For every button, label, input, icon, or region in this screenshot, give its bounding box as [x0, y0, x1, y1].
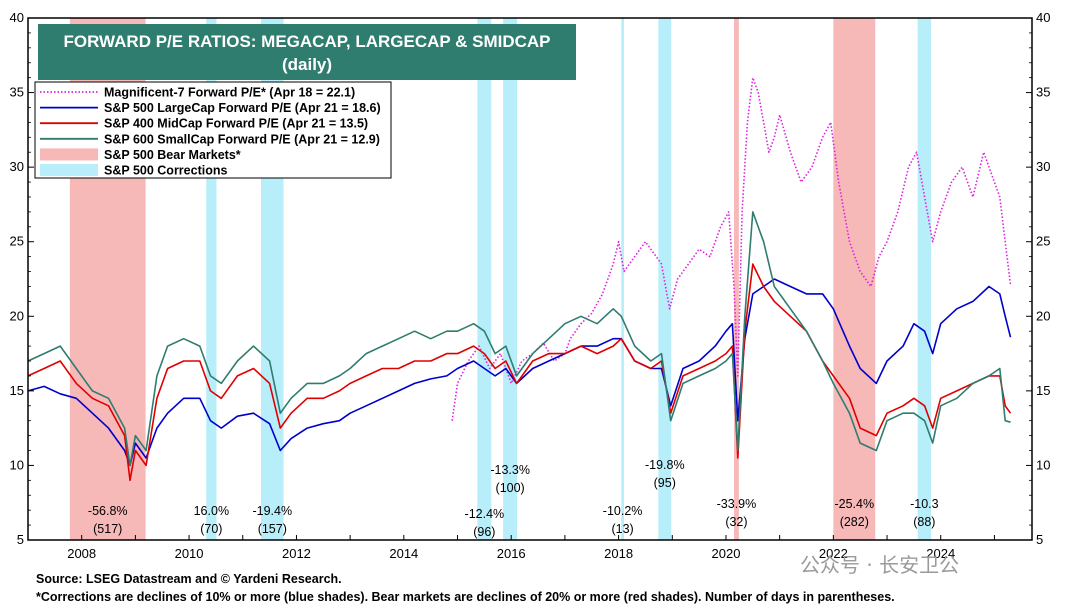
- x-tick-label: 2014: [389, 546, 418, 561]
- x-tick-label: 2022: [819, 546, 848, 561]
- y-tick-label-left: 20: [10, 308, 24, 323]
- correction-shade: [503, 18, 518, 540]
- bear-days-label: (517): [93, 522, 122, 536]
- legend-label: S&P 400 MidCap Forward P/E (Apr 21 = 13.…: [104, 117, 368, 131]
- x-tick-label: 2024: [926, 546, 955, 561]
- x-tick-label: 2016: [497, 546, 526, 561]
- legend-label: Magnificent-7 Forward P/E* (Apr 18 = 22.…: [104, 86, 355, 100]
- correction-days-label: (13): [611, 522, 633, 536]
- series-lines: [27, 76, 1012, 482]
- period-annotations: -56.8% (517) -33.9% (32) -25.4% (282) 16.0% (70…: [88, 458, 939, 539]
- series-line: [27, 278, 1012, 467]
- y-tick-label-right: 40: [1036, 10, 1050, 25]
- chart-subtitle: (daily): [282, 55, 332, 74]
- correction-days-label: (100): [496, 481, 525, 495]
- correction-shade: [658, 18, 672, 540]
- correction-pct-label: -19.4%: [252, 504, 292, 518]
- legend-label: S&P 600 SmallCap Forward P/E (Apr 21 = 1…: [104, 132, 380, 146]
- correction-shade: [206, 18, 217, 540]
- series-line: [27, 211, 1011, 467]
- correction-pct-label: 16.0%: [194, 504, 229, 518]
- correction-shade: [917, 18, 932, 540]
- correction-shade: [621, 18, 624, 540]
- correction-days-label: (88): [913, 515, 935, 529]
- y-tick-label-right: 30: [1036, 159, 1050, 174]
- bear-pct-label: -33.9%: [717, 497, 757, 511]
- y-tick-label-left: 30: [10, 159, 24, 174]
- y-tick-label-left: 15: [10, 383, 24, 398]
- correction-pct-label: -10.3: [910, 497, 939, 511]
- y-tick-label-left: 35: [10, 85, 24, 100]
- correction-days-label: (95): [654, 476, 676, 490]
- correction-days-label: (157): [258, 522, 287, 536]
- correction-days-label: (70): [200, 522, 222, 536]
- x-tick-label: 2018: [604, 546, 633, 561]
- x-tick-label: 2010: [175, 546, 204, 561]
- legend-label: S&P 500 Bear Markets*: [104, 148, 241, 162]
- source-note: Source: LSEG Datastream and © Yardeni Re…: [36, 572, 342, 586]
- legend-swatch: [40, 164, 98, 176]
- legend-box: [34, 81, 392, 179]
- y-tick-label-right: 20: [1036, 308, 1050, 323]
- x-tick-label: 2008: [67, 546, 96, 561]
- footnote: *Corrections are declines of 10% or more…: [36, 590, 895, 604]
- y-tick-label-right: 35: [1036, 85, 1050, 100]
- legend-label: S&P 500 LargeCap Forward P/E (Apr 21 = 1…: [104, 101, 381, 115]
- x-tick-label: 2020: [712, 546, 741, 561]
- correction-pct-label: -12.4%: [465, 507, 505, 521]
- x-tick-label: 2012: [282, 546, 311, 561]
- y-tick-label-right: 10: [1036, 457, 1050, 472]
- bear-pct-label: -25.4%: [834, 497, 874, 511]
- correction-pct-label: -10.2%: [603, 504, 643, 518]
- correction-days-label: (96): [473, 525, 495, 539]
- y-tick-label-left: 5: [17, 532, 24, 547]
- legend-label: S&P 500 Corrections: [104, 164, 227, 178]
- y-tick-label-right: 5: [1036, 532, 1043, 547]
- y-tick-label-left: 40: [10, 10, 24, 25]
- bear-market-shade: [833, 18, 876, 540]
- title-box: [38, 24, 576, 80]
- bear-days-label: (32): [725, 515, 747, 529]
- y-tick-label-left: 10: [10, 457, 24, 472]
- y-tick-label-left: 25: [10, 234, 24, 249]
- bear-days-label: (282): [840, 515, 869, 529]
- legend-swatch: [40, 148, 98, 161]
- y-tick-label-right: 25: [1036, 234, 1050, 249]
- watermark: 公众号 · 长安卫公: [800, 553, 959, 577]
- series-line: [27, 263, 1012, 482]
- bear-market-shade: [734, 18, 739, 540]
- legend: Magnificent-7 Forward P/E* (Apr 18 = 22.…: [34, 81, 392, 179]
- correction-pct-label: -13.3%: [490, 463, 530, 477]
- bear-pct-label: -56.8%: [88, 504, 128, 518]
- title-block: FORWARD P/E RATIOS: MEGACAP, LARGECAP & …: [38, 24, 576, 80]
- plot-frame: [27, 17, 1033, 541]
- correction-shade: [477, 18, 492, 540]
- correction-pct-label: -19.8%: [645, 458, 685, 472]
- y-tick-label-right: 15: [1036, 383, 1050, 398]
- chart-title: FORWARD P/E RATIOS: MEGACAP, LARGECAP & …: [63, 32, 550, 51]
